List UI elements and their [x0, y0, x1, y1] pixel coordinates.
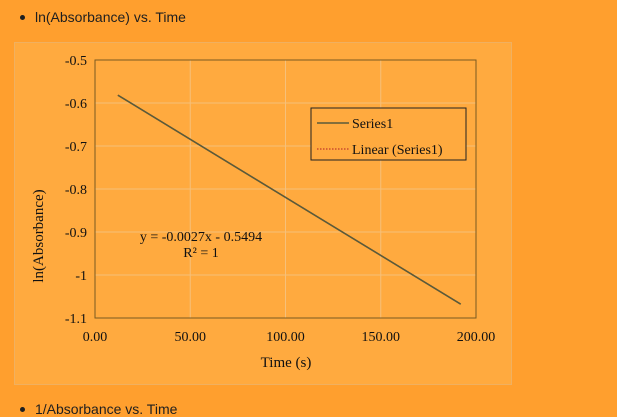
y-tick-label: -1	[75, 269, 87, 284]
y-tick-labels: -0.5 -0.6 -0.7 -0.8 -0.9 -1 -1.1	[65, 54, 87, 327]
y-axis-label: ln(Absorbance)	[31, 189, 47, 282]
legend-trendline-label: Linear (Series1)	[352, 143, 443, 158]
legend-series1-label: Series1	[352, 117, 393, 132]
plot-area	[94, 59, 477, 319]
bullet-dot-icon	[20, 14, 25, 20]
r-squared-label: R² = 1	[183, 246, 218, 261]
bullet-item-ln-absorbance: ln(Absorbance) vs. Time	[20, 9, 186, 25]
x-tick-label: 150.00	[362, 330, 401, 345]
y-tick-label: -0.7	[65, 140, 87, 155]
trendline-equation: y = -0.0027x - 0.5494	[140, 230, 262, 245]
chart-container: -0.5 -0.6 -0.7 -0.8 -0.9 -1 -1.1 0.00 50.00 100.…	[14, 42, 512, 385]
x-tick-label: 200.00	[457, 330, 496, 345]
bullet-label: ln(Absorbance) vs. Time	[35, 9, 186, 25]
line-chart: -0.5 -0.6 -0.7 -0.8 -0.9 -1 -1.1 0.00 50.00 100.…	[31, 54, 496, 371]
y-tick-label: -0.6	[65, 97, 87, 112]
series-group	[117, 94, 462, 305]
x-tick-label: 0.00	[83, 330, 108, 345]
legend: Series1 Linear (Series1)	[310, 107, 467, 161]
x-tick-labels: 0.00 50.00 100.00 150.00 200.00	[83, 330, 496, 345]
y-tick-label: -0.9	[65, 226, 87, 241]
x-tick-label: 50.00	[175, 330, 207, 345]
y-tick-label: -0.8	[65, 183, 87, 198]
bullet-label: 1/Absorbance vs. Time	[35, 401, 178, 417]
y-tick-label: -1.1	[65, 312, 87, 327]
bullet-item-inverse-absorbance: 1/Absorbance vs. Time	[20, 401, 177, 417]
series-line	[117, 94, 462, 305]
bullet-dot-icon	[20, 406, 25, 412]
legend-box	[310, 107, 467, 161]
x-axis-label: Time (s)	[261, 355, 312, 371]
y-tick-label: -0.5	[65, 54, 87, 69]
x-tick-label: 100.00	[266, 330, 305, 345]
